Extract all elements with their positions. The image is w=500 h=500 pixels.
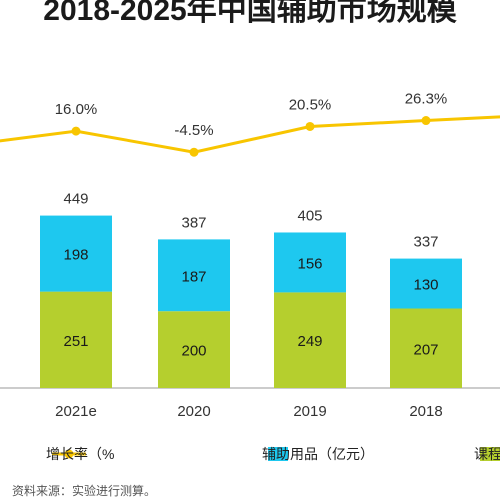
bar-course-service-2021e: [40, 291, 112, 388]
x-tick-2018: 2018: [409, 403, 442, 420]
growth-point-2021e: [71, 126, 81, 136]
growth-label-2019: 20.5%: [289, 96, 332, 113]
growth-point-2018: [421, 116, 431, 126]
growth-point-2020: [189, 147, 199, 157]
bar-supplies-2020: [158, 239, 230, 312]
chart-title: 2018-2025年中国辅助市场规模: [43, 0, 456, 27]
bar-supplies-2021e: [40, 215, 112, 292]
legend-swatch-supplies: [268, 447, 288, 461]
bar-supplies-2018: [390, 258, 462, 309]
bars-layer: 207 130 337 249 156 405 200 187 387 251 198 449: [40, 191, 462, 388]
total-label-2020: 387: [181, 214, 206, 231]
bar-value-label: 251: [63, 333, 88, 350]
bar-value-label: 156: [297, 255, 322, 272]
source-note: 资料来源：实验进行测算。: [12, 483, 156, 498]
bar-course-service-2020: [158, 311, 230, 388]
total-label-2019: 405: [297, 207, 322, 224]
bar-course-service-2019: [274, 292, 346, 388]
total-label-2021e: 449: [63, 191, 88, 208]
growth-line-layer: 26.3% 20.5% -4.5% 16.0%: [0, 91, 500, 157]
bar-value-label: 249: [297, 333, 322, 350]
legend-swatch-course-service: [480, 447, 500, 461]
legend-label-supplies: 辅助用品（亿元）: [262, 446, 374, 462]
x-tick-2021e: 2021e: [55, 403, 97, 420]
x-tick-2019: 2019: [293, 403, 326, 420]
growth-point-2019: [305, 121, 315, 131]
legend: 课程服务（亿元） 辅助用品（亿元） 增长率（%: [46, 446, 500, 462]
total-label-2018: 337: [413, 234, 438, 251]
bar-value-label: 187: [181, 268, 206, 285]
bar-supplies-2019: [274, 232, 346, 293]
growth-label-2020: -4.5%: [174, 122, 213, 139]
growth-line: [0, 115, 500, 154]
bar-value-label: 207: [413, 341, 438, 358]
x-axis-ticks: 2018 2019 2020 2021e: [55, 403, 443, 420]
bar-value-label: 198: [63, 247, 88, 264]
legend-label-growth: 增长率（%: [46, 446, 114, 462]
legend-marker-growth: [64, 449, 74, 459]
growth-label-2021e: 16.0%: [55, 101, 98, 118]
bar-value-label: 130: [413, 277, 438, 294]
bar-course-service-2018: [390, 308, 462, 388]
bar-value-label: 200: [181, 343, 206, 360]
x-tick-2020: 2020: [177, 403, 210, 420]
growth-label-2018: 26.3%: [405, 91, 448, 108]
legend-label-course-service: 课程服务（亿元）: [474, 446, 500, 462]
